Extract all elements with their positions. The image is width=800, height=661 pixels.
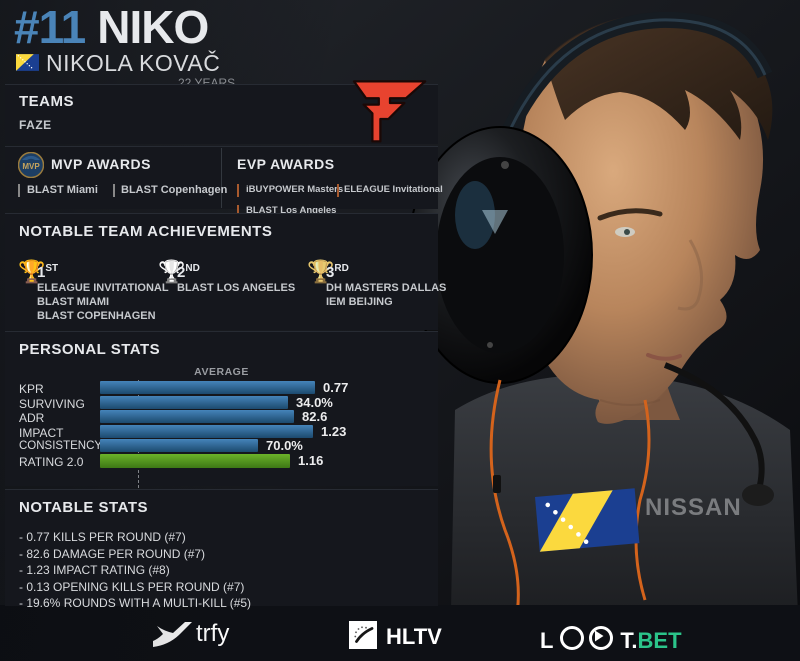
svg-text:NISSAN: NISSAN <box>645 494 742 521</box>
svg-text:MVP: MVP <box>22 162 40 171</box>
